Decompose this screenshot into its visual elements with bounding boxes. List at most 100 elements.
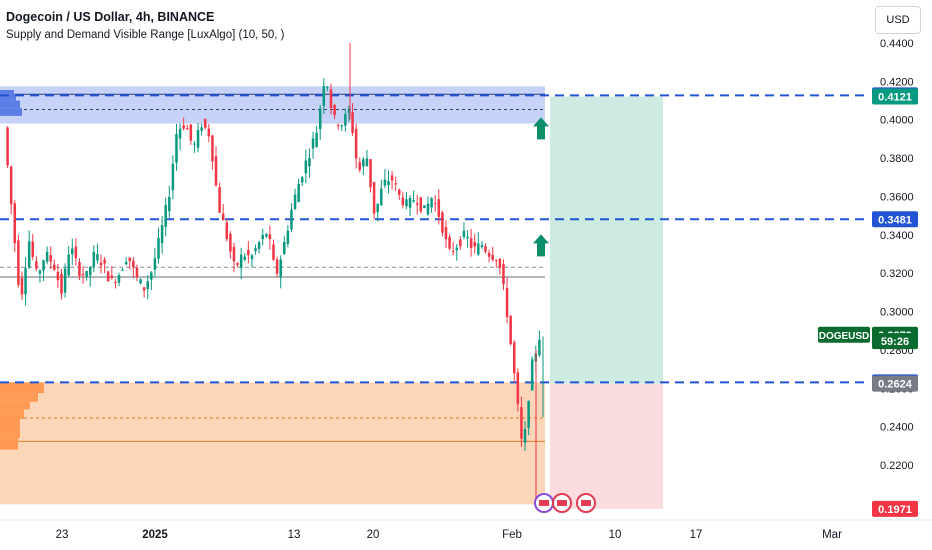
candle-body xyxy=(243,256,247,260)
demand-volume-bar xyxy=(0,438,18,450)
zones-layer xyxy=(0,86,663,509)
candle-body xyxy=(9,166,13,205)
candle-body xyxy=(106,271,110,282)
supply-volume-bar xyxy=(0,108,22,116)
candle-body xyxy=(491,254,494,260)
candle-body xyxy=(516,372,520,404)
candle-body xyxy=(351,112,354,133)
candle-body xyxy=(318,108,322,129)
time-axis: 23 2025 13 20 Feb 10 17 Mar xyxy=(0,493,932,541)
candle-body xyxy=(308,157,311,167)
candle-body xyxy=(117,275,121,283)
candle-body xyxy=(283,242,286,255)
candle-body xyxy=(168,196,171,212)
candle-body xyxy=(60,273,63,294)
candle-body xyxy=(275,259,279,274)
candle-body xyxy=(254,248,257,251)
candle-body xyxy=(433,203,437,205)
candle-body xyxy=(512,342,516,374)
candle-body xyxy=(523,429,527,443)
candle-body xyxy=(56,271,60,281)
candle-body xyxy=(214,156,218,186)
price-tick-label: 0.3800 xyxy=(880,153,914,165)
candle-body xyxy=(150,272,153,280)
candle-body xyxy=(448,236,451,249)
candle-body xyxy=(139,279,142,284)
candle-body xyxy=(27,241,31,268)
demand-zone xyxy=(0,382,545,505)
candle-body xyxy=(437,199,441,217)
candle-body xyxy=(49,255,52,262)
candle-body xyxy=(232,247,236,262)
candle-body xyxy=(229,233,232,252)
candle-body xyxy=(340,125,344,127)
candle-body xyxy=(239,254,243,269)
price-tick-label: 0.3600 xyxy=(880,191,914,203)
candle-body xyxy=(175,134,178,163)
time-tick-label: 2025 xyxy=(142,529,168,541)
demand-volume-bar xyxy=(0,409,24,419)
candle-body xyxy=(186,128,189,130)
candle-body xyxy=(257,242,261,249)
candle-body xyxy=(484,246,487,252)
candle-body xyxy=(498,258,502,268)
candle-body xyxy=(38,270,42,274)
price-label-text: 0.3481 xyxy=(878,214,912,226)
candle-body xyxy=(459,239,462,247)
candle-body xyxy=(398,189,401,195)
candle-body xyxy=(451,251,455,253)
demand-volume-bar xyxy=(0,418,20,439)
candle-body xyxy=(290,209,293,230)
flag-stripe xyxy=(539,500,549,506)
candle-body xyxy=(63,268,67,293)
candle-body xyxy=(67,254,70,276)
candle-body xyxy=(390,175,394,181)
candle-body xyxy=(329,89,333,109)
candle-body xyxy=(401,197,405,206)
supply-zone xyxy=(0,86,545,124)
candle-body xyxy=(20,277,24,295)
candle-body xyxy=(132,260,135,268)
candle-body xyxy=(286,230,290,244)
candle-body xyxy=(365,158,369,167)
candle-body xyxy=(164,204,167,227)
candle-body xyxy=(430,198,433,208)
candle-body xyxy=(178,128,182,139)
price-label-tag xyxy=(872,500,918,517)
candle-body xyxy=(297,183,300,203)
candle-body xyxy=(196,129,200,148)
indicator-legend[interactable]: Supply and Demand Visible Range [LuxAlgo… xyxy=(6,29,285,41)
candle-body xyxy=(250,255,254,260)
candle-body xyxy=(304,160,308,174)
price-tick-label: 0.3000 xyxy=(880,307,914,319)
symbol-label-text: DOGEUSD xyxy=(819,331,870,342)
price-label-text: 0.4121 xyxy=(878,92,912,104)
price-label-text: 0.1971 xyxy=(878,504,912,516)
candle-body xyxy=(293,194,297,209)
price-tick-label: 0.4200 xyxy=(880,76,914,88)
candle-body xyxy=(221,213,225,221)
candle-body xyxy=(193,143,196,145)
candle-body xyxy=(383,179,387,186)
candle-body xyxy=(387,181,390,186)
price-tick-label: 0.3200 xyxy=(880,268,914,280)
candle-body xyxy=(502,263,505,285)
candle-body xyxy=(203,119,207,128)
currency-button[interactable]: USD xyxy=(875,6,921,34)
time-tick-label: 13 xyxy=(288,529,301,541)
candle-body xyxy=(71,248,74,255)
candle-body xyxy=(405,199,408,207)
candle-body xyxy=(376,203,379,213)
candle-body xyxy=(380,188,383,206)
supply-volume-bar xyxy=(0,89,14,94)
candle-body xyxy=(441,212,444,233)
candle-body xyxy=(372,182,376,214)
candle-body xyxy=(121,269,124,271)
candle-body xyxy=(207,128,211,137)
candle-body xyxy=(408,198,412,208)
candle-body xyxy=(103,259,106,264)
candle-body xyxy=(17,240,20,285)
time-tick-label: 23 xyxy=(56,529,69,541)
candle-body xyxy=(322,85,326,106)
